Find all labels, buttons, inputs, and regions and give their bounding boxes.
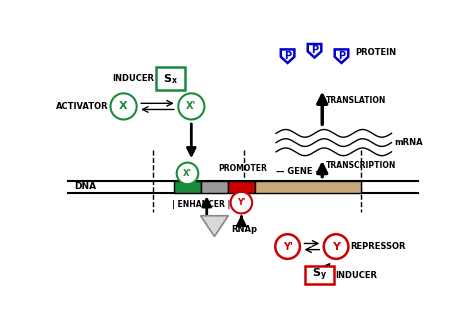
- Circle shape: [275, 234, 300, 259]
- Text: $\mathbf{S_y}$: $\mathbf{S_y}$: [311, 267, 327, 283]
- Text: X': X': [183, 169, 192, 178]
- FancyBboxPatch shape: [304, 266, 334, 284]
- Circle shape: [110, 93, 137, 119]
- Text: P: P: [338, 51, 345, 61]
- Circle shape: [231, 192, 252, 213]
- Circle shape: [177, 163, 198, 184]
- Text: INDUCER: INDUCER: [335, 270, 377, 279]
- Text: PROMOTER: PROMOTER: [219, 165, 267, 173]
- Text: DNA: DNA: [74, 182, 96, 191]
- Polygon shape: [308, 44, 321, 58]
- Text: mRNA: mRNA: [394, 138, 422, 147]
- Text: X: X: [119, 101, 128, 111]
- Text: Y': Y': [237, 198, 246, 207]
- Text: P: P: [284, 51, 291, 61]
- Text: INDUCER: INDUCER: [112, 74, 155, 83]
- Bar: [201, 181, 228, 193]
- Text: P: P: [311, 45, 318, 55]
- Text: TRANSCRIPTION: TRANSCRIPTION: [326, 161, 396, 170]
- Circle shape: [324, 234, 348, 259]
- Bar: [255, 181, 361, 193]
- Text: REPRESSOR: REPRESSOR: [351, 242, 406, 251]
- Polygon shape: [201, 216, 228, 237]
- Text: X': X': [186, 101, 197, 111]
- Polygon shape: [335, 49, 348, 63]
- Text: | ENHANCER |: | ENHANCER |: [172, 200, 230, 209]
- Text: Y: Y: [332, 242, 340, 251]
- Bar: [228, 181, 255, 193]
- Polygon shape: [281, 49, 294, 63]
- Text: Y': Y': [283, 242, 292, 251]
- FancyBboxPatch shape: [156, 67, 185, 90]
- Text: ACTIVATOR: ACTIVATOR: [55, 102, 108, 111]
- Bar: [174, 181, 201, 193]
- Circle shape: [178, 93, 204, 119]
- Text: RNAp: RNAp: [231, 225, 257, 234]
- Text: TRANSLATION: TRANSLATION: [326, 96, 386, 105]
- Text: PROTEIN: PROTEIN: [356, 48, 396, 57]
- Text: — GENE →: — GENE →: [276, 167, 322, 176]
- Text: $\mathbf{S_x}$: $\mathbf{S_x}$: [163, 72, 178, 86]
